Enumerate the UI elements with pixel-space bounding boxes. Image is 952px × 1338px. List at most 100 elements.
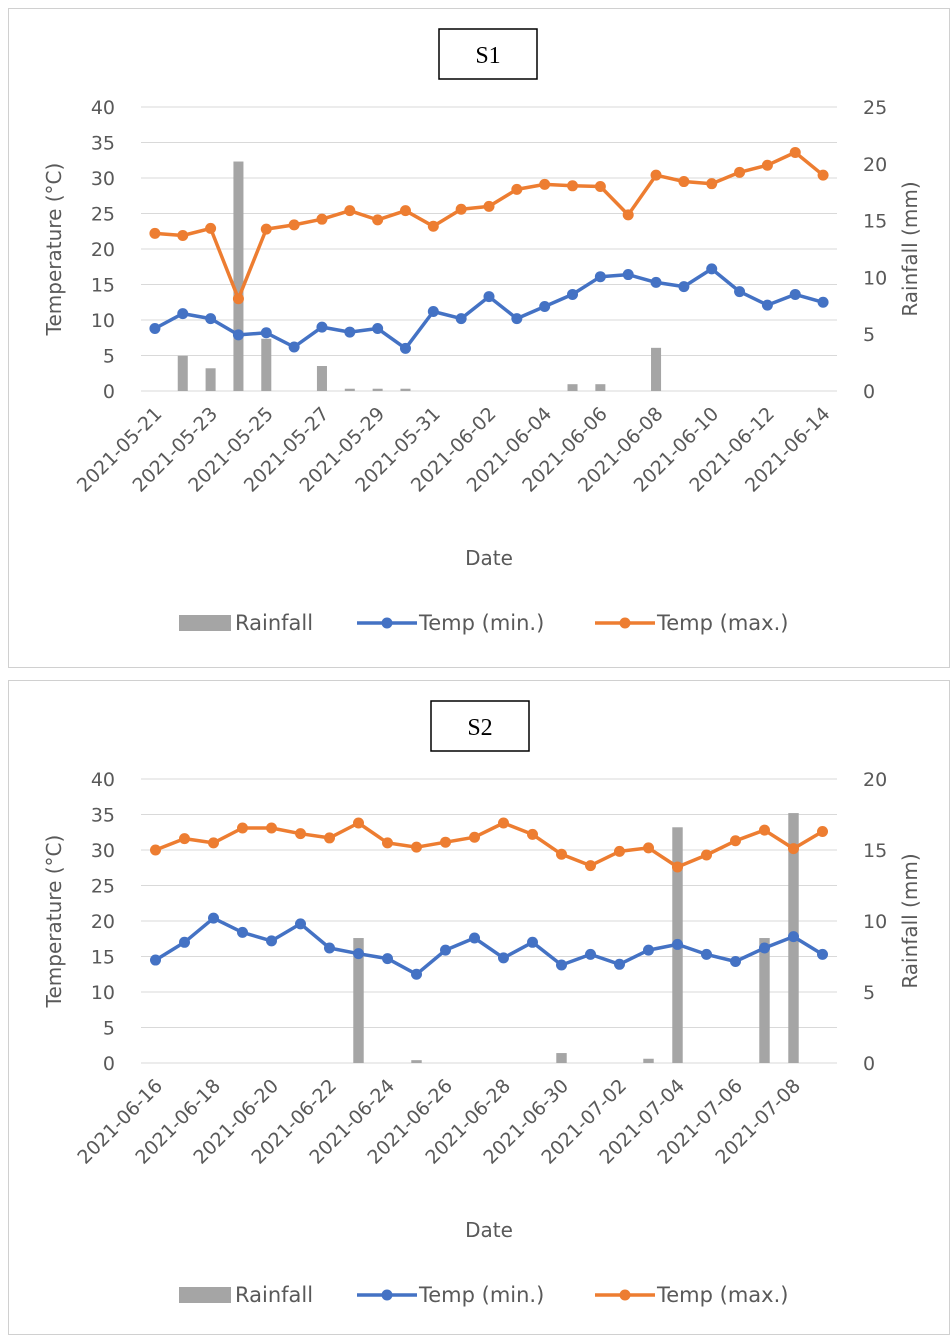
temp-min-point xyxy=(734,286,746,298)
chart-panel-s2: S2 0 5 10 15 20 25 30 35 40 0 5 10 15 20 Temperature (°… xyxy=(8,680,950,1335)
y-tick-label: 20 xyxy=(91,911,115,933)
temp-min-point xyxy=(817,296,829,308)
temp-max-point xyxy=(232,293,244,305)
temp-min-point xyxy=(585,948,596,960)
temp-max-point xyxy=(585,860,596,872)
temp-min-point xyxy=(789,288,801,300)
temp-min-point xyxy=(701,948,712,960)
temp-max-point xyxy=(567,180,579,192)
temp-max-point xyxy=(288,219,300,231)
legend-marker-temp-max xyxy=(619,1289,631,1301)
temp-max-point xyxy=(527,828,538,840)
temp-min-point xyxy=(556,959,567,971)
temp-min-point xyxy=(672,938,683,950)
legend-label-rainfall: Rainfall xyxy=(235,611,313,635)
temp-max-point xyxy=(817,826,828,838)
temp-min-point xyxy=(761,299,773,311)
rainfall-bar xyxy=(316,366,327,391)
y-axis-title: Temperature (°C) xyxy=(42,163,66,337)
temp-min-point xyxy=(594,271,606,283)
y-tick-label: 5 xyxy=(103,1018,115,1040)
temp-max-point xyxy=(759,824,770,836)
temp-max-point xyxy=(622,209,634,221)
y2-tick-label: 20 xyxy=(863,154,887,176)
rainfall-bar xyxy=(643,1058,654,1063)
temp-min-point xyxy=(237,926,248,938)
temp-max-point xyxy=(817,169,829,181)
chart-title: S2 xyxy=(467,715,492,741)
chart-title-box xyxy=(438,28,538,80)
y-tick-label: 0 xyxy=(103,381,115,403)
rainfall-bar xyxy=(651,347,662,391)
y2-axis-title: Rainfall (mm) xyxy=(898,853,922,988)
temp-min-point xyxy=(567,288,579,300)
y-tick-label: 35 xyxy=(91,133,115,155)
temp-min-point xyxy=(353,948,364,960)
temp-min-point xyxy=(288,341,300,353)
temp-max-point xyxy=(706,178,718,190)
temp-max-point xyxy=(260,223,272,235)
temp-min-point xyxy=(539,301,551,313)
rainfall-bar xyxy=(759,938,770,1063)
legend-label-temp-min: Temp (min.) xyxy=(418,1283,544,1307)
temp-max-point xyxy=(324,832,335,844)
temp-max-point xyxy=(789,146,801,158)
temp-max-point xyxy=(411,841,422,853)
y-tick-label: 5 xyxy=(103,346,115,368)
temp-max-point xyxy=(650,169,662,181)
legend-swatch-rainfall xyxy=(179,1287,231,1303)
y2-tick-label: 0 xyxy=(863,381,875,403)
temp-min-point xyxy=(295,918,306,930)
temp-max-point xyxy=(295,828,306,840)
temp-max-point xyxy=(382,837,393,849)
y-tick-label: 0 xyxy=(103,1053,115,1075)
temp-max-point xyxy=(469,831,480,843)
temp-max-point xyxy=(455,203,467,215)
temp-max-point xyxy=(730,835,741,847)
temp-max-point xyxy=(353,817,364,829)
temp-min-point xyxy=(399,342,411,354)
chart-panel-s1: S1 0 5 10 15 20 25 30 35 40 0 5 10 15 20 25 Temperature … xyxy=(8,8,950,668)
chart-title: S1 xyxy=(475,43,500,69)
y-tick-label: 40 xyxy=(91,769,115,791)
y-tick-label: 35 xyxy=(91,805,115,827)
rainfall-bar xyxy=(177,355,188,391)
legend-marker-temp-max xyxy=(619,617,631,629)
temp-min-point xyxy=(527,936,538,948)
rainfall-bar xyxy=(344,388,355,391)
y-tick-label: 10 xyxy=(91,310,115,332)
temp-min-point xyxy=(411,968,422,980)
temp-max-point xyxy=(511,183,523,195)
temp-min-point xyxy=(150,954,161,966)
y-tick-label: 10 xyxy=(91,982,115,1004)
temp-max-point xyxy=(237,822,248,834)
y2-tick-label: 5 xyxy=(863,324,875,346)
legend-marker-temp-min xyxy=(381,617,393,629)
x-axis-title: Date xyxy=(465,546,513,570)
temp-min-point xyxy=(788,931,799,943)
temp-max-point xyxy=(788,843,799,855)
temp-min-point xyxy=(208,912,219,924)
temp-max-point xyxy=(498,817,509,829)
temp-min-point xyxy=(372,323,384,335)
rainfall-bar xyxy=(261,338,272,391)
y2-tick-label: 15 xyxy=(863,840,887,862)
y2-tick-label: 20 xyxy=(863,769,887,791)
temp-min-point xyxy=(455,313,467,325)
rainfall-bar xyxy=(205,368,216,391)
legend-marker-temp-min xyxy=(381,1289,393,1301)
temp-min-point xyxy=(205,313,217,325)
temp-min-line xyxy=(154,267,824,351)
rainfall-bar xyxy=(595,384,606,391)
temp-min-point xyxy=(498,952,509,964)
temp-max-point xyxy=(205,222,217,234)
temp-min-point xyxy=(266,935,277,947)
temp-max-point xyxy=(556,848,567,860)
temp-max-point xyxy=(440,836,451,848)
temp-min-point xyxy=(427,305,439,317)
chart-title-box xyxy=(430,700,530,752)
temp-min-point xyxy=(483,291,495,303)
temp-min-point xyxy=(730,955,741,967)
legend-label-temp-min: Temp (min.) xyxy=(418,611,544,635)
rainfall-bar xyxy=(353,938,364,1063)
